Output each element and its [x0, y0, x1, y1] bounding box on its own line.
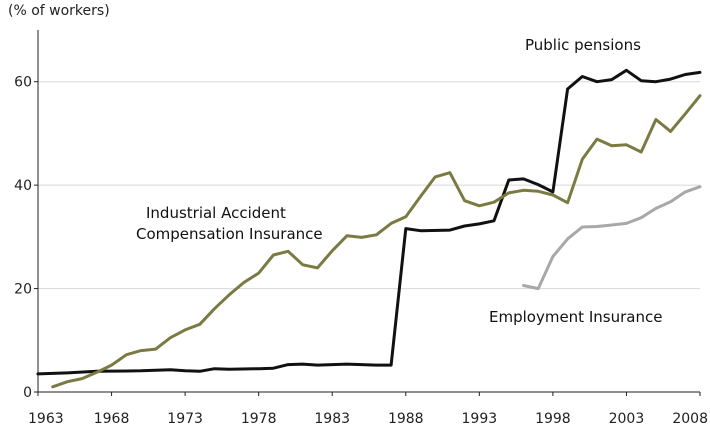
y-tick-label-40: 40	[14, 178, 32, 194]
annotation-iaci-line2: Compensation Insurance	[136, 225, 323, 243]
series-line-industrial-accident-compensation-insurance	[51, 94, 702, 389]
annotation-iaci-line1: Industrial Accident	[146, 204, 286, 222]
series	[36, 68, 702, 389]
y-tick-label-20: 20	[14, 282, 32, 298]
x-tick-label-1973: 1973	[167, 411, 203, 427]
x-tick-label-1968: 1968	[94, 411, 130, 427]
x-tick-label-1993: 1993	[462, 411, 498, 427]
x-tick-label-1998: 1998	[535, 411, 571, 427]
x-tick-label-1983: 1983	[314, 411, 350, 427]
x-tick-label-1978: 1978	[241, 411, 277, 427]
ticks: 0 20 40 60 1963 1968 1973 1978 1983 1988 1993 1998 2…	[14, 75, 708, 427]
x-tick-label-1963: 1963	[28, 411, 64, 427]
y-tick-label-60: 60	[14, 75, 32, 91]
x-tick-label-2003: 2003	[609, 411, 645, 427]
annotation-public-pensions: Public pensions	[525, 36, 641, 54]
gridlines	[38, 81, 700, 290]
x-tick-label-1988: 1988	[388, 411, 424, 427]
y-axis-label: (% of workers)	[8, 3, 110, 19]
series-line-public-pensions	[36, 68, 702, 376]
axes	[37, 30, 700, 393]
series-line-employment-insurance	[522, 185, 702, 291]
x-tick-label-2008: 2008	[672, 411, 708, 427]
y-tick-label-0: 0	[23, 385, 32, 401]
annotation-employment-insurance: Employment Insurance	[489, 308, 662, 326]
